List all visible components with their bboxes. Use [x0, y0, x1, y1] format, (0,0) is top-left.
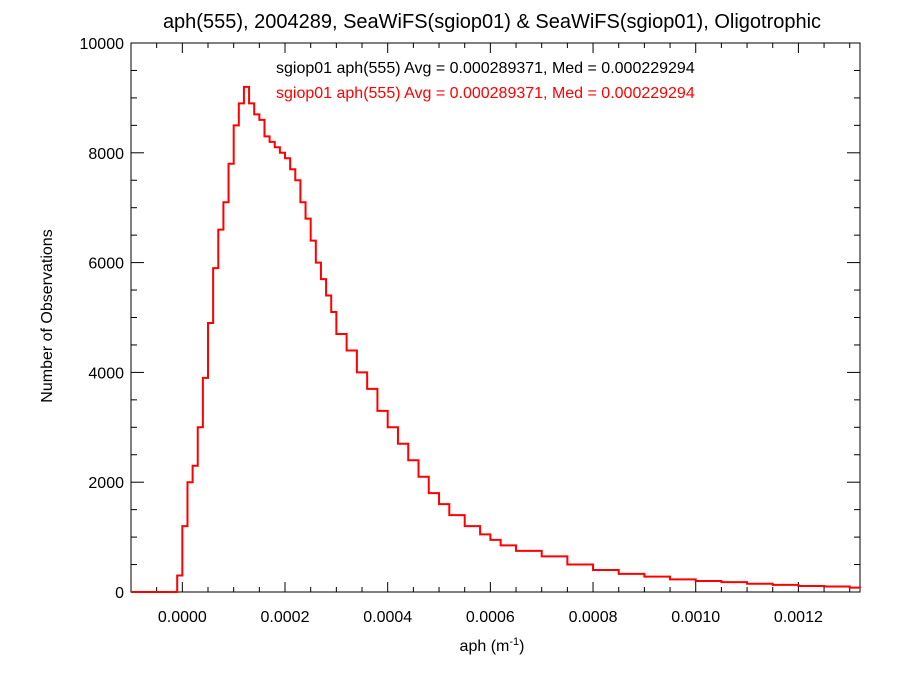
y-tick-label: 0: [115, 585, 124, 602]
x-axis-label-sup: -1: [509, 636, 519, 648]
y-tick-label: 10000: [80, 36, 125, 53]
y-tick-label: 2000: [88, 475, 124, 492]
x-tick-label: 0.0010: [671, 609, 720, 626]
series-layer: [131, 85, 861, 593]
x-tick-label: 0.0008: [569, 609, 618, 626]
chart-title: aph(555), 2004289, SeaWiFS(sgiop01) & Se…: [163, 11, 821, 33]
x-tick-label: 0.0004: [363, 609, 412, 626]
plot-border: [130, 42, 861, 593]
x-tick-label: 0.0002: [261, 609, 310, 626]
y-tick-label: 6000: [88, 256, 124, 273]
stats-annotation-red: sgiop01 aph(555) Avg = 0.000289371, Med …: [276, 85, 695, 102]
series-line: [131, 85, 861, 593]
x-axis-label-main: aph (m: [460, 638, 510, 655]
y-tick-label: 4000: [88, 365, 124, 382]
x-axis-label-end: ): [519, 638, 524, 655]
x-tick-label: 0.0000: [158, 609, 207, 626]
y-axis: 0 2000 4000 6000 8000 10000: [80, 36, 860, 602]
plot-frame: [130, 42, 861, 593]
stats-annotation-black: sgiop01 aph(555) Avg = 0.000289371, Med …: [276, 60, 695, 77]
x-tick-label: 0.0012: [774, 609, 823, 626]
y-tick-label: 8000: [88, 146, 124, 163]
y-axis-label: Number of Observations: [39, 229, 56, 402]
x-axis-label: aph (m-1): [460, 636, 525, 655]
x-axis: 0.0000 0.0002 0.0004 0.0006 0.0008 0.0010 0.00…: [130, 43, 851, 626]
x-tick-label: 0.0006: [466, 609, 515, 626]
